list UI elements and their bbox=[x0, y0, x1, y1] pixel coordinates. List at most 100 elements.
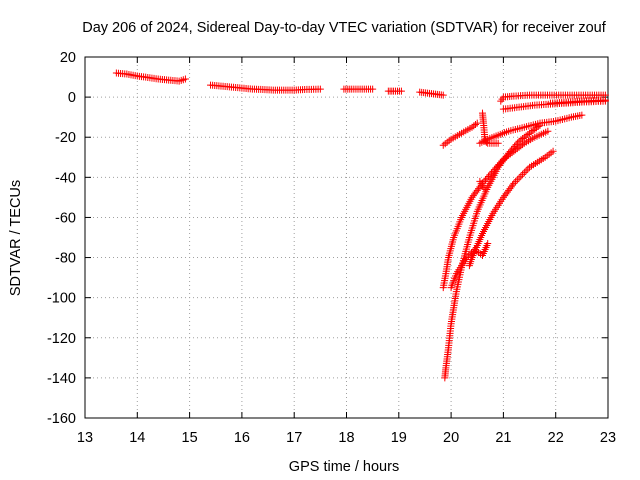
data-point bbox=[509, 181, 517, 189]
data-point bbox=[503, 188, 511, 196]
x-axis-ticks: 13 14 15 16 17 18 19 20 21 22 23 bbox=[77, 57, 616, 446]
x-tick-label: 22 bbox=[548, 430, 564, 446]
series-arc-5 bbox=[416, 88, 447, 99]
data-point bbox=[475, 185, 483, 193]
x-tick-label: 19 bbox=[391, 430, 407, 446]
data-point bbox=[505, 186, 513, 194]
y-tick-label: -60 bbox=[55, 210, 76, 226]
data-point bbox=[484, 240, 492, 248]
y-tick-label: 0 bbox=[68, 90, 76, 106]
data-point bbox=[473, 119, 481, 127]
data-point bbox=[512, 178, 520, 186]
series-arc-1 bbox=[112, 69, 189, 85]
series-arc-14 bbox=[447, 240, 492, 292]
data-point bbox=[534, 123, 542, 131]
data-point bbox=[473, 186, 481, 194]
data-point bbox=[486, 171, 494, 179]
data-point bbox=[495, 160, 503, 168]
series-arc-15 bbox=[476, 177, 489, 193]
data-point bbox=[496, 159, 504, 167]
data-point bbox=[519, 141, 527, 149]
series-arc-9 bbox=[546, 96, 609, 107]
y-tick-label: -140 bbox=[47, 371, 76, 387]
data-point bbox=[520, 169, 528, 177]
data-point bbox=[494, 139, 502, 147]
data-point bbox=[181, 75, 189, 83]
data-point bbox=[439, 91, 447, 99]
data-point bbox=[517, 172, 525, 180]
x-tick-label: 18 bbox=[338, 430, 354, 446]
x-tick-label: 14 bbox=[129, 430, 145, 446]
data-point bbox=[464, 252, 472, 260]
y-tick-label: -160 bbox=[47, 411, 76, 427]
data-point bbox=[522, 167, 530, 175]
x-tick-label: 21 bbox=[495, 430, 511, 446]
y-axis-ticks: -160 -140 -120 -100 -80 -60 -40 -20 0 20 bbox=[47, 50, 608, 427]
series-arc-6 bbox=[439, 119, 481, 149]
data-point bbox=[490, 166, 498, 174]
data-point bbox=[513, 176, 521, 184]
data-point bbox=[524, 165, 532, 173]
y-tick-label: -80 bbox=[55, 251, 76, 267]
data-point bbox=[463, 254, 471, 262]
data-point bbox=[510, 179, 518, 187]
x-tick-label: 20 bbox=[443, 430, 459, 446]
x-tick-label: 17 bbox=[286, 430, 302, 446]
y-tick-label: 20 bbox=[60, 50, 76, 66]
data-point bbox=[502, 190, 510, 198]
series-arc-13 bbox=[465, 147, 557, 270]
grid-lines bbox=[85, 57, 608, 418]
data-point bbox=[487, 169, 495, 177]
series-arc-16 bbox=[478, 109, 502, 147]
data-point bbox=[492, 164, 500, 172]
data-point bbox=[507, 183, 515, 191]
data-point bbox=[482, 138, 490, 146]
data-point bbox=[397, 87, 405, 95]
series-arc-4 bbox=[384, 87, 405, 95]
data-point bbox=[498, 157, 506, 165]
data-point bbox=[506, 185, 514, 193]
data-point bbox=[578, 111, 586, 119]
series-arc-8 bbox=[499, 97, 609, 113]
series-arc-3 bbox=[340, 85, 377, 93]
data-point bbox=[549, 147, 557, 155]
x-tick-label: 13 bbox=[77, 430, 93, 446]
data-point bbox=[316, 85, 324, 93]
data-point bbox=[467, 249, 475, 257]
y-tick-label: -20 bbox=[55, 130, 76, 146]
x-tick-label: 23 bbox=[600, 430, 616, 446]
data-point bbox=[601, 96, 609, 104]
data-point bbox=[481, 185, 489, 193]
x-tick-label: 15 bbox=[182, 430, 198, 446]
series-arc-12 bbox=[439, 127, 552, 292]
data-point bbox=[499, 193, 507, 201]
data-point bbox=[369, 85, 377, 93]
y-tick-label: -40 bbox=[55, 170, 76, 186]
data-point bbox=[472, 121, 480, 129]
data-point bbox=[501, 192, 509, 200]
data-point bbox=[469, 192, 477, 200]
data-point bbox=[515, 174, 523, 182]
data-point bbox=[483, 174, 491, 182]
x-axis-label: GPS time / hours bbox=[289, 459, 399, 475]
series-arc-11 bbox=[441, 121, 544, 382]
data-point bbox=[489, 167, 497, 175]
chart-title: Day 206 of 2024, Sidereal Day-to-day VTE… bbox=[82, 20, 607, 36]
data-point bbox=[472, 188, 480, 196]
data-point bbox=[468, 193, 476, 201]
x-tick-label: 16 bbox=[234, 430, 250, 446]
data-point bbox=[466, 250, 474, 258]
data-point bbox=[536, 121, 544, 129]
data-point bbox=[481, 176, 489, 184]
data-point bbox=[471, 190, 479, 198]
y-axis-label: SDTVAR / TECUs bbox=[8, 180, 24, 296]
series-arc-7 bbox=[497, 91, 609, 105]
data-point bbox=[493, 162, 501, 170]
data-point bbox=[484, 172, 492, 180]
data-point bbox=[544, 127, 552, 135]
data-points bbox=[112, 69, 609, 382]
y-tick-label: -120 bbox=[47, 331, 76, 347]
series-arc-2 bbox=[207, 81, 324, 94]
data-point bbox=[519, 170, 527, 178]
